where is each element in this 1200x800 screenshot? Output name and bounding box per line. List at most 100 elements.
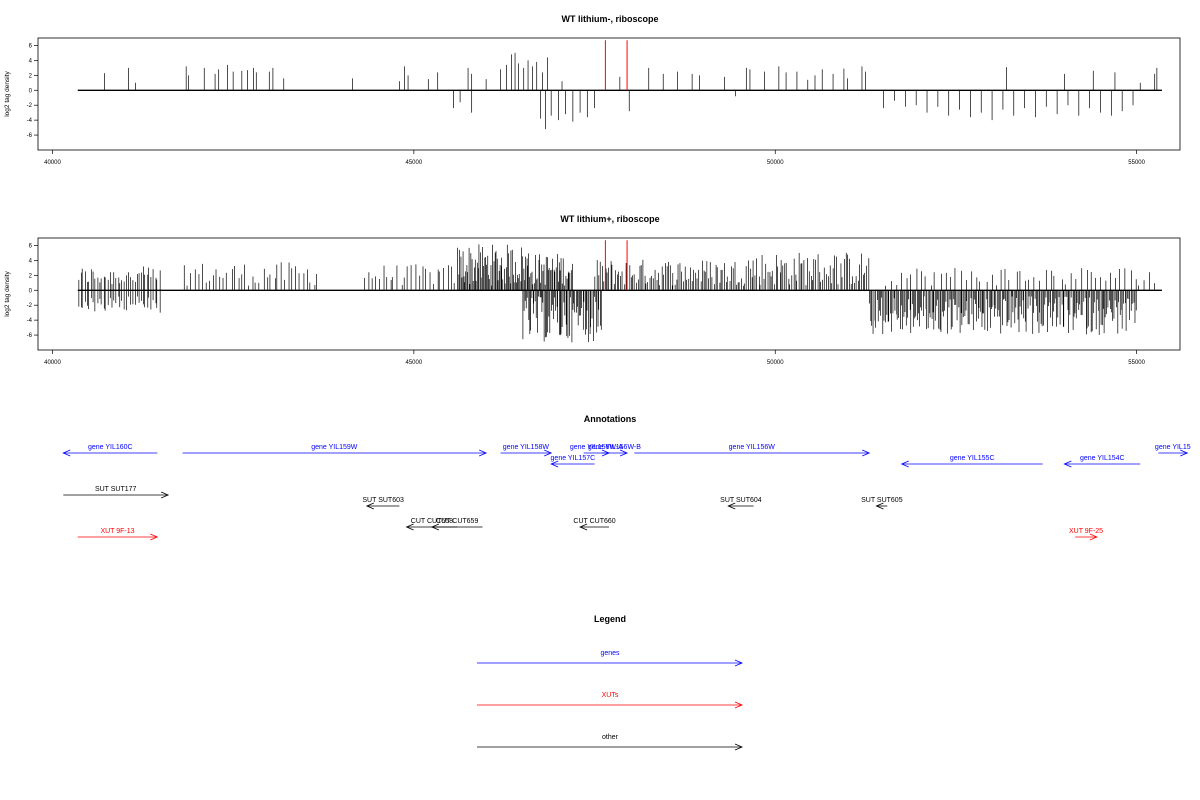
- legend-items: genes XUTs other: [477, 650, 744, 751]
- x-tick-label: 50000: [767, 160, 784, 166]
- feature-label: gene YIL154C: [1080, 455, 1125, 462]
- feature-arrowhead: [478, 449, 488, 457]
- feature-arrowhead: [550, 460, 559, 468]
- annotation-feature: gene YIL159W: [182, 444, 488, 457]
- legend-item: XUTs: [477, 692, 744, 709]
- annotation-feature: gene YIL15: [1155, 444, 1191, 457]
- feature-label: XUT 9F-25: [1069, 528, 1103, 535]
- feature-arrowhead: [365, 502, 375, 510]
- x-tick-label: 40000: [44, 360, 61, 366]
- feature-label: gene YIL158W: [503, 444, 550, 451]
- feature-label: CUT CUT658: [411, 518, 453, 525]
- y-axis: -6 -4 -2 0 2 4 6: [27, 43, 38, 139]
- feature-arrowhead: [544, 449, 553, 457]
- feature-label: gene YIL156W-B: [588, 444, 641, 451]
- feature-arrowhead: [862, 449, 871, 457]
- feature-label: gene YIL159W: [311, 444, 358, 451]
- feature-label: gene YIL160C: [88, 444, 133, 451]
- annotation-feature: XUT 9F-13: [77, 528, 159, 541]
- legend: Legend genes XUTs other: [477, 614, 744, 751]
- feature-arrowhead: [727, 502, 736, 510]
- y-tick-label: -4: [27, 118, 33, 124]
- annotation-feature: gene YIL156W: [634, 444, 871, 457]
- x-axis: 40000 45000 50000 55000: [44, 150, 1146, 166]
- panel-title: WT lithium+, riboscope: [560, 214, 659, 224]
- panel-lithium-plus: WT lithium+, riboscope log2 tag density …: [4, 214, 1181, 366]
- legend-label: other: [602, 734, 619, 741]
- feature-arrowhead: [875, 502, 884, 510]
- y-tick-label: 6: [29, 243, 33, 249]
- legend-label: genes: [600, 650, 620, 657]
- y-tick-label: 2: [29, 73, 33, 79]
- x-tick-label: 45000: [406, 160, 423, 166]
- y-tick-label: 2: [29, 273, 33, 279]
- legend-title: Legend: [594, 614, 626, 624]
- y-axis-label: log2 tag density: [4, 270, 11, 316]
- feature-arrowhead: [1089, 533, 1098, 541]
- y-tick-label: -2: [27, 103, 33, 109]
- feature-label: SUT SUT603: [362, 497, 404, 504]
- feature-label: XUT 9F-13: [100, 528, 134, 535]
- density-bars: [77, 240, 1162, 343]
- y-axis-label: log2 tag density: [4, 70, 11, 116]
- x-tick-label: 55000: [1128, 360, 1145, 366]
- annotation-feature: gene YIL157C: [550, 455, 596, 468]
- annotation-feature: CUT CUT659: [430, 518, 483, 531]
- feature-arrowhead: [734, 659, 744, 667]
- y-tick-label: -4: [27, 318, 33, 324]
- feature-arrowhead: [150, 533, 159, 541]
- annotations-title: Annotations: [584, 414, 637, 424]
- feature-label: gene YIL15: [1155, 444, 1191, 451]
- feature-arrowhead: [62, 449, 71, 457]
- feature-label: gene YIL156W-A: [570, 444, 623, 451]
- feature-label: gene YIL156W: [729, 444, 776, 451]
- feature-label: SUT SUT604: [720, 497, 762, 504]
- annotations-track: Annotations gene YIL160C gene YIL159W gene…: [62, 414, 1191, 541]
- panel-lithium-minus: WT lithium-, riboscope log2 tag density …: [4, 14, 1181, 166]
- y-tick-label: -6: [27, 333, 33, 339]
- y-tick-label: 0: [29, 288, 33, 294]
- y-tick-label: 6: [29, 43, 33, 49]
- feature-label: SUT SUT605: [861, 497, 903, 504]
- x-axis: 40000 45000 50000 55000: [44, 350, 1146, 366]
- legend-item: genes: [477, 650, 744, 667]
- feature-arrowhead: [1180, 449, 1189, 457]
- density-bars: [77, 40, 1162, 130]
- annotation-feature: SUT SUT604: [720, 497, 762, 510]
- y-tick-label: -6: [27, 133, 33, 139]
- feature-arrowhead: [734, 701, 744, 709]
- y-tick-label: 4: [29, 258, 33, 264]
- feature-arrowhead: [160, 491, 170, 499]
- panel-title: WT lithium-, riboscope: [562, 14, 659, 24]
- annotation-feature: XUT 9F-25: [1069, 528, 1103, 541]
- y-tick-label: 0: [29, 88, 33, 94]
- annotation-feature: gene YIL154C: [1063, 455, 1141, 468]
- feature-arrowhead: [405, 523, 414, 531]
- annotation-feature: gene YIL155C: [900, 455, 1043, 468]
- feature-arrowhead: [1063, 460, 1072, 468]
- plot-frame: [37, 237, 1181, 351]
- x-tick-label: 45000: [406, 360, 423, 366]
- annotation-features: gene YIL160C gene YIL159W gene YIL158Wgene…: [62, 444, 1191, 541]
- annotation-feature: SUT SUT605: [861, 497, 903, 510]
- feature-label: gene YIL157C: [551, 455, 596, 462]
- legend-item: other: [477, 734, 744, 751]
- y-axis: -6 -4 -2 0 2 4 6: [27, 243, 38, 339]
- feature-arrowhead: [430, 523, 440, 531]
- annotation-feature: SUT SUT603: [362, 497, 404, 510]
- x-tick-label: 40000: [44, 160, 61, 166]
- annotation-feature: gene YIL156W-B: [588, 444, 641, 457]
- feature-label: gene YIL155C: [950, 455, 995, 462]
- annotation-feature: gene YIL158W: [500, 444, 553, 457]
- feature-label: SUT SUT177: [95, 486, 137, 493]
- feature-label: CUT CUT660: [573, 518, 615, 525]
- annotation-feature: gene YIL160C: [62, 444, 158, 457]
- plot-frame: [37, 37, 1181, 151]
- x-tick-label: 50000: [767, 360, 784, 366]
- legend-label: XUTs: [602, 692, 619, 699]
- feature-arrowhead: [579, 523, 588, 531]
- feature-arrowhead: [734, 743, 744, 751]
- y-tick-label: 4: [29, 58, 33, 64]
- y-tick-label: -2: [27, 303, 33, 309]
